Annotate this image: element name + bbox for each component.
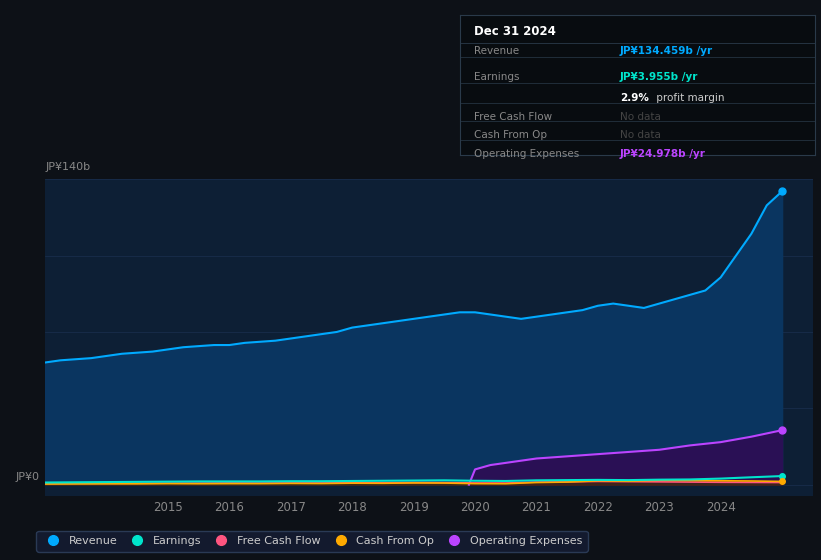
Text: Dec 31 2024: Dec 31 2024	[475, 25, 556, 38]
Text: No data: No data	[620, 130, 661, 141]
Text: JP¥134.459b /yr: JP¥134.459b /yr	[620, 46, 713, 56]
Text: JP¥0: JP¥0	[16, 472, 39, 482]
Text: JP¥140b: JP¥140b	[45, 162, 90, 172]
Text: Operating Expenses: Operating Expenses	[475, 150, 580, 160]
Text: Free Cash Flow: Free Cash Flow	[475, 113, 553, 122]
Text: Earnings: Earnings	[475, 72, 520, 82]
Text: Revenue: Revenue	[475, 46, 520, 56]
Text: 2.9%: 2.9%	[620, 94, 649, 104]
Text: Cash From Op: Cash From Op	[475, 130, 548, 141]
Text: No data: No data	[620, 113, 661, 122]
Text: JP¥3.955b /yr: JP¥3.955b /yr	[620, 72, 698, 82]
Legend: Revenue, Earnings, Free Cash Flow, Cash From Op, Operating Expenses: Revenue, Earnings, Free Cash Flow, Cash …	[36, 530, 588, 552]
Text: profit margin: profit margin	[654, 94, 725, 104]
Text: JP¥24.978b /yr: JP¥24.978b /yr	[620, 150, 705, 160]
